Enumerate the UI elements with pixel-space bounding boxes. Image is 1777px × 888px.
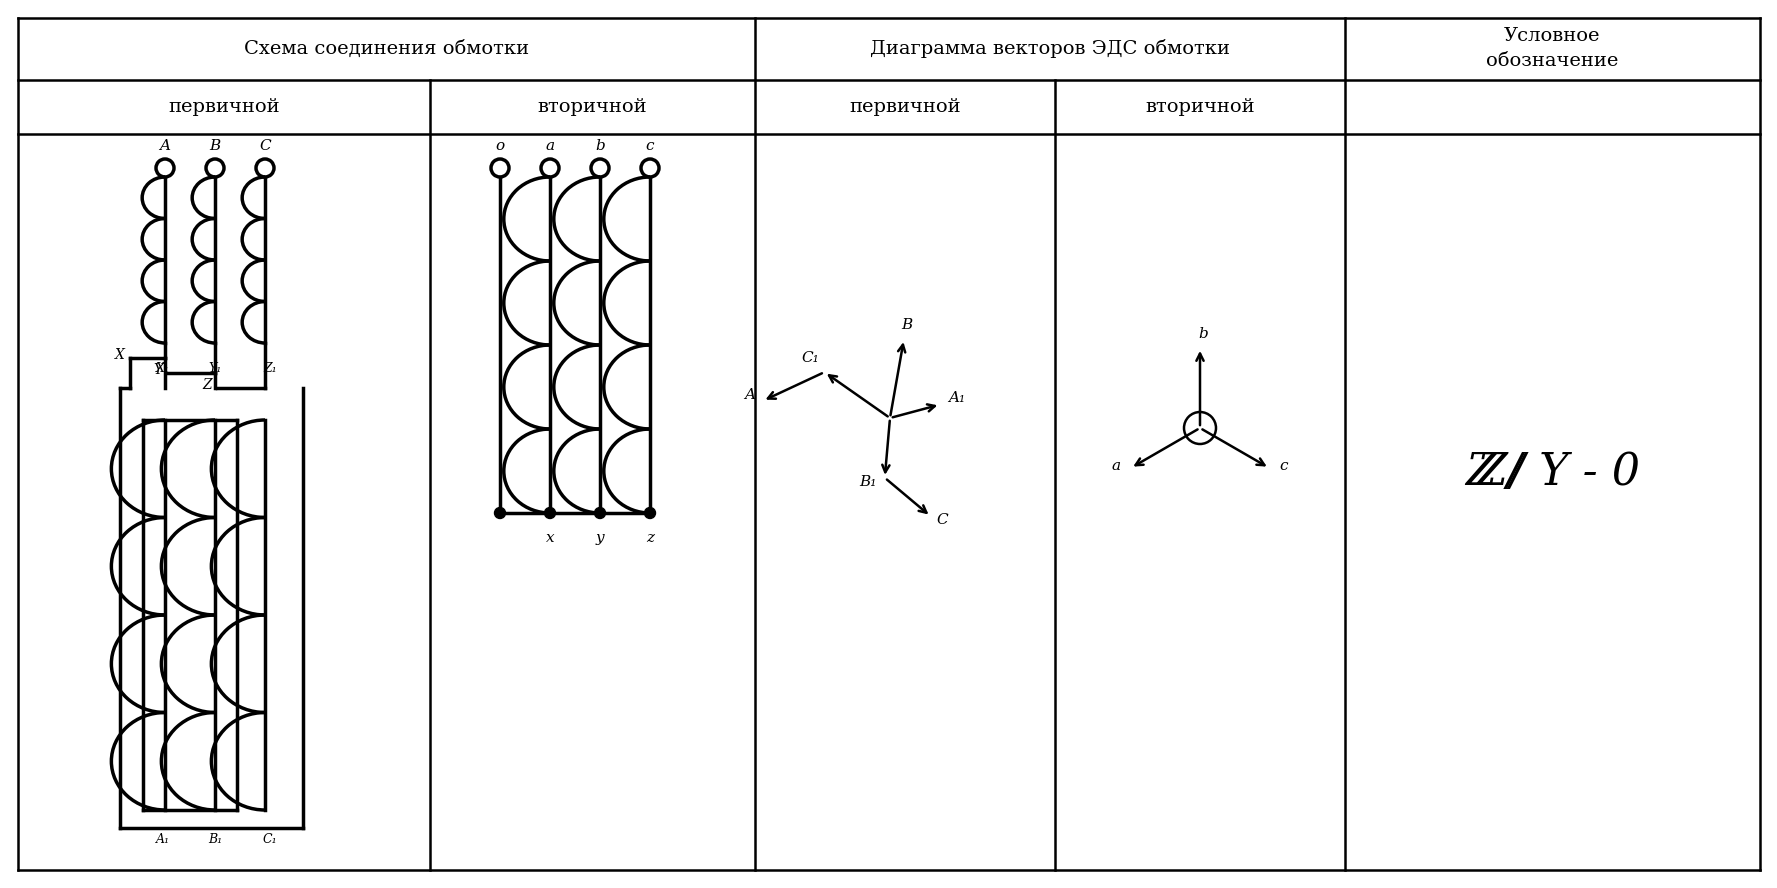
Text: z: z bbox=[647, 531, 654, 545]
Text: X₁: X₁ bbox=[156, 362, 171, 375]
Text: Схема соединения обмотки: Схема соединения обмотки bbox=[243, 40, 530, 58]
Text: Условное
обозначение: Условное обозначение bbox=[1486, 28, 1619, 70]
Text: вторичной: вторичной bbox=[538, 98, 647, 116]
Text: Z₁: Z₁ bbox=[263, 362, 277, 375]
Text: x: x bbox=[546, 531, 554, 545]
Text: B: B bbox=[901, 318, 913, 332]
Text: Диаграмма векторов ЭДС обмотки: Диаграмма векторов ЭДС обмотки bbox=[871, 39, 1230, 59]
Circle shape bbox=[544, 508, 556, 519]
Text: B₁: B₁ bbox=[208, 833, 222, 846]
Text: o: o bbox=[496, 139, 505, 153]
Text: C₁: C₁ bbox=[801, 351, 819, 365]
Text: c: c bbox=[1279, 459, 1288, 473]
Text: вторичной: вторичной bbox=[1144, 98, 1255, 116]
Text: y: y bbox=[595, 531, 604, 545]
Text: a: a bbox=[1112, 459, 1121, 473]
Text: A: A bbox=[160, 139, 171, 153]
Text: C: C bbox=[936, 513, 949, 527]
Text: A: A bbox=[745, 388, 755, 402]
Text: B₁: B₁ bbox=[860, 475, 876, 488]
Text: C₁: C₁ bbox=[263, 833, 277, 846]
Text: первичной: первичной bbox=[849, 98, 961, 116]
Text: C: C bbox=[259, 139, 270, 153]
Text: первичной: первичной bbox=[169, 98, 279, 116]
Text: b: b bbox=[1198, 327, 1208, 341]
Circle shape bbox=[494, 508, 505, 519]
Text: A₁: A₁ bbox=[949, 391, 965, 405]
Circle shape bbox=[645, 508, 656, 519]
Text: b: b bbox=[595, 139, 604, 153]
Text: Y₁: Y₁ bbox=[208, 362, 222, 375]
Text: B: B bbox=[210, 139, 220, 153]
Text: a: a bbox=[546, 139, 554, 153]
Text: Z / Y - 0: Z / Y - 0 bbox=[1464, 450, 1640, 494]
Text: Z: Z bbox=[203, 378, 211, 392]
Text: X: X bbox=[116, 348, 124, 362]
Text: c: c bbox=[645, 139, 654, 153]
Circle shape bbox=[595, 508, 606, 519]
Text: Z/: Z/ bbox=[1477, 450, 1523, 494]
Text: A₁: A₁ bbox=[156, 833, 171, 846]
Text: Y: Y bbox=[153, 363, 162, 377]
